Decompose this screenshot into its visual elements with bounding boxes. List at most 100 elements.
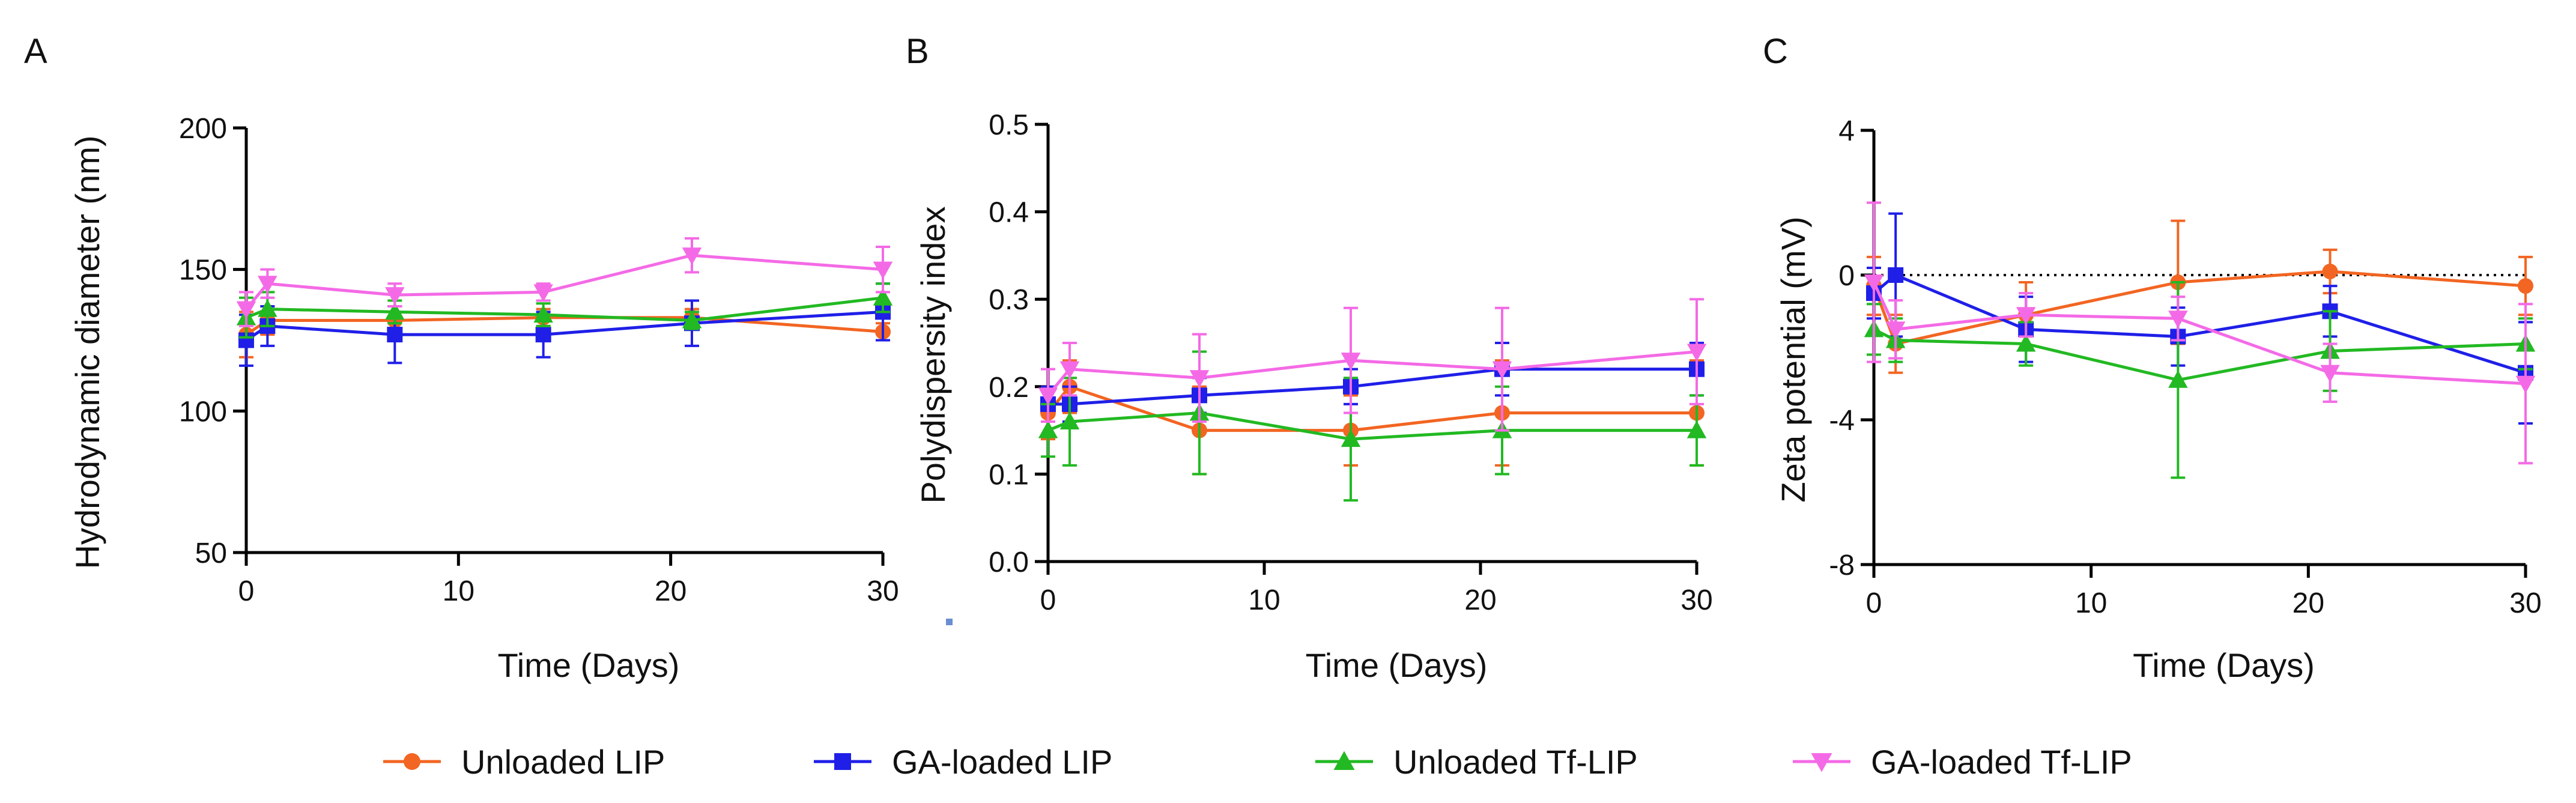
x-tick-label: 0 bbox=[238, 575, 255, 607]
x-axis-title: Time (Days) bbox=[498, 646, 680, 684]
stray-mark bbox=[946, 619, 953, 625]
y-tick-label: 4 bbox=[1838, 115, 1855, 147]
x-tick-label: 0 bbox=[1040, 584, 1056, 616]
x-tick-label: 20 bbox=[655, 575, 686, 607]
data-point bbox=[385, 302, 405, 320]
data-point bbox=[385, 287, 405, 305]
x-tick-label: 30 bbox=[867, 575, 899, 607]
legend-label: Unloaded LIP bbox=[461, 743, 665, 781]
series-ga-loaded-tf-lip bbox=[1864, 201, 2536, 465]
panel-a: A 50 100 150 200 0 10 20 30 Time (Days) Hydrodynam… bbox=[24, 32, 899, 684]
panel-label: C bbox=[1763, 32, 1788, 71]
y-tick-label: 0.3 bbox=[989, 284, 1029, 316]
data-point bbox=[1885, 321, 1906, 339]
data-point bbox=[535, 327, 551, 343]
data-point bbox=[1059, 361, 1080, 379]
legend-marker bbox=[1333, 751, 1355, 770]
y-axis-title: Zeta potential (mV) bbox=[1774, 216, 1812, 502]
panel-b: B 0.0 0.1 0.2 0.3 0.4 0.5 0 10 20 30 Time (Days) Pol… bbox=[906, 32, 1713, 684]
series-line bbox=[1047, 411, 1697, 441]
x-axis-title: Time (Days) bbox=[1306, 646, 1488, 684]
legend-marker bbox=[1811, 753, 1832, 772]
x-tick-label: 10 bbox=[2075, 587, 2107, 619]
series-line bbox=[1872, 270, 2526, 346]
data-point bbox=[1341, 429, 1361, 447]
data-point bbox=[2515, 375, 2536, 393]
data-point bbox=[2168, 370, 2188, 388]
y-tick-label: 150 bbox=[179, 255, 227, 286]
series-unloaded-lip bbox=[1866, 219, 2533, 374]
data-point bbox=[1687, 344, 1707, 362]
series-line bbox=[1872, 282, 2526, 386]
data-point bbox=[682, 247, 702, 265]
y-tick-label: 0.1 bbox=[989, 459, 1029, 491]
data-point bbox=[258, 276, 277, 294]
data-point bbox=[1038, 387, 1058, 405]
legend-marker bbox=[834, 753, 851, 770]
y-tick-label: 50 bbox=[195, 538, 227, 569]
y-axis-title: Hydrodynamic diameter (nm) bbox=[68, 136, 106, 569]
y-tick-label: 100 bbox=[179, 396, 227, 428]
data-point bbox=[1888, 267, 1904, 283]
x-tick-label: 20 bbox=[2293, 587, 2324, 619]
y-tick-label: -4 bbox=[1829, 405, 1855, 437]
y-axis-title: Polydispersity index bbox=[914, 207, 952, 504]
series-line bbox=[1873, 328, 2526, 382]
series-ga-loaded-tf-lip bbox=[1038, 298, 1707, 432]
data-point bbox=[2320, 365, 2340, 383]
y-tick-label: 0.5 bbox=[989, 109, 1029, 141]
data-point bbox=[2016, 334, 2036, 352]
legend-item: Unloaded Tf-LIP bbox=[1315, 743, 1638, 781]
y-tick-label: 200 bbox=[179, 113, 227, 145]
data-point bbox=[873, 261, 893, 279]
legend-marker bbox=[404, 753, 420, 770]
panel-c: C -8 -4 0 4 0 10 20 30 Time (Days) Zeta potential … bbox=[1763, 32, 2542, 684]
data-point bbox=[1492, 361, 1512, 379]
y-tick-label: 0.0 bbox=[989, 547, 1029, 578]
legend-label: GA-loaded LIP bbox=[892, 743, 1112, 781]
data-point bbox=[258, 299, 277, 317]
data-point bbox=[2322, 263, 2338, 279]
data-point bbox=[1687, 420, 1707, 438]
legend-item: GA-loaded Tf-LIP bbox=[1793, 743, 2132, 781]
x-tick-label: 0 bbox=[1866, 587, 1882, 619]
x-tick-label: 20 bbox=[1464, 584, 1496, 616]
data-point bbox=[2168, 311, 2188, 329]
legend-item: GA-loaded LIP bbox=[814, 743, 1112, 781]
series-line bbox=[1873, 273, 2526, 375]
data-point bbox=[236, 301, 256, 319]
data-point bbox=[1864, 274, 1884, 292]
data-point bbox=[1189, 370, 1210, 388]
x-tick-label: 10 bbox=[443, 575, 474, 607]
legend: Unloaded LIP GA-loaded LIP Unloaded Tf-LIP… bbox=[383, 743, 2132, 781]
series-ga-loaded-lip bbox=[1866, 212, 2533, 425]
legend-label: GA-loaded Tf-LIP bbox=[1871, 743, 2132, 781]
data-point bbox=[2016, 307, 2036, 325]
series-line bbox=[245, 253, 883, 311]
x-tick-label: 30 bbox=[1680, 584, 1712, 616]
y-tick-label: 0 bbox=[1838, 260, 1855, 292]
data-point bbox=[387, 327, 403, 343]
series-ga-loaded-tf-lip bbox=[236, 237, 893, 327]
y-tick-label: 0.2 bbox=[989, 372, 1029, 404]
data-point bbox=[1059, 411, 1080, 430]
y-tick-label: 0.4 bbox=[989, 197, 1029, 229]
series-line bbox=[1047, 350, 1697, 396]
data-point bbox=[873, 288, 893, 306]
x-tick-label: 10 bbox=[1248, 584, 1280, 616]
panel-label: A bbox=[24, 32, 47, 71]
x-tick-label: 30 bbox=[2509, 587, 2541, 619]
x-axis-title: Time (Days) bbox=[2133, 646, 2315, 684]
legend-item: Unloaded LIP bbox=[383, 743, 665, 781]
data-point bbox=[682, 311, 702, 329]
legend-label: Unloaded Tf-LIP bbox=[1393, 743, 1638, 781]
data-point bbox=[533, 305, 553, 323]
data-point bbox=[1341, 353, 1361, 371]
series-line bbox=[1047, 384, 1697, 432]
data-point bbox=[2518, 278, 2533, 294]
data-point bbox=[533, 284, 553, 302]
panel-label: B bbox=[906, 32, 929, 71]
data-point bbox=[1038, 420, 1058, 438]
